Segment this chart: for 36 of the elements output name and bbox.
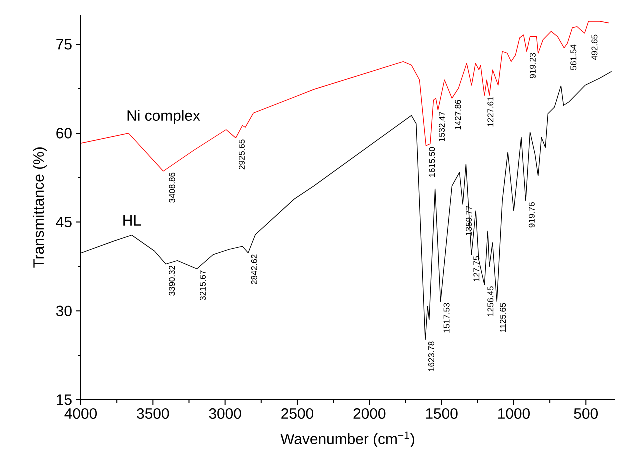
annotation: 2842.62 [251,254,258,284]
annotation: 1532.47 [439,112,446,142]
annotation: 1615.50 [429,147,436,178]
x-tick-label: 2000 [354,408,386,420]
annotation: 3215.67 [200,270,206,301]
annotation: 1623.78 [428,342,434,372]
x-tick-label: 1000 [498,408,530,420]
x-tick-label: 3000 [209,408,242,420]
x-axis-title: Wavenumber (cm$^{−1}$) [280,432,414,448]
annotation: 1125.65 [500,303,506,332]
annotation: 1227.61 [488,97,494,127]
annotation: 1256.45 [488,286,494,316]
y-axis-title: Transmittance (%) [33,148,48,268]
y-tick-label: 75 [56,39,72,50]
annotation: 1359.77 [466,206,472,236]
x-tick-label: 3500 [137,408,170,420]
x-tick-label: 2500 [282,408,314,420]
series-label: HL [124,216,141,226]
annotation: 2925.65 [238,140,245,170]
annotation: 1427.86 [455,100,462,130]
series-label: Ni complex [128,110,200,124]
annotation: 919.76 [528,202,535,228]
annotation: 3390.32 [169,266,176,296]
annotation: 3408.86 [169,172,176,203]
y-tick-label: 30 [56,306,72,316]
x-tick-label: 500 [574,408,598,420]
annotation: 1517.53 [444,303,450,333]
x-tick-label: 4000 [64,408,98,420]
y-tick-label: 45 [56,217,72,228]
y-tick-label: 60 [56,128,72,139]
annotation: 919.23 [530,53,536,78]
x-tick-label: 1500 [426,408,458,420]
annotation: 492.65 [592,34,598,60]
annotation: 561.54 [570,44,577,70]
y-tick-label: 15 [57,394,72,406]
annotation: 127.75 [474,256,480,282]
